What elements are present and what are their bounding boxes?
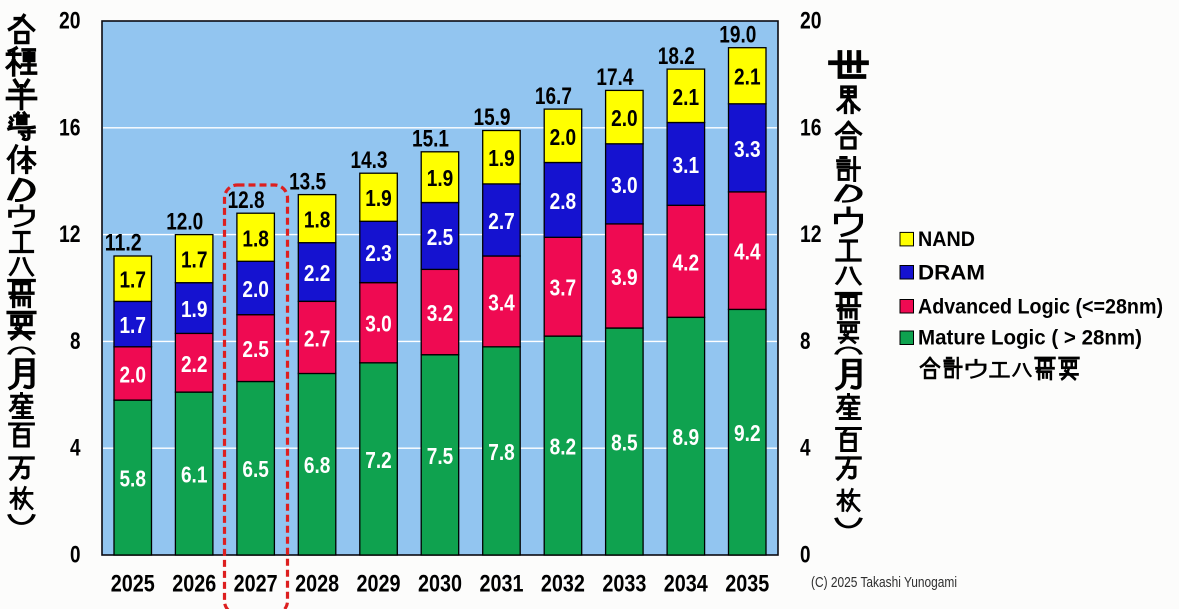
svg-text:12: 12 bbox=[800, 221, 822, 248]
svg-text:2.0: 2.0 bbox=[550, 124, 577, 150]
svg-text:2.0: 2.0 bbox=[242, 276, 269, 302]
svg-text:1.9: 1.9 bbox=[365, 185, 392, 211]
svg-text:3.7: 3.7 bbox=[550, 275, 577, 301]
svg-text:19.0: 19.0 bbox=[719, 21, 756, 48]
svg-text:8.5: 8.5 bbox=[611, 430, 638, 456]
svg-text:NAND: NAND bbox=[918, 228, 975, 251]
svg-text:1.7: 1.7 bbox=[119, 312, 146, 338]
svg-text:2.3: 2.3 bbox=[365, 240, 392, 266]
svg-text:20: 20 bbox=[800, 8, 822, 35]
svg-text:2031: 2031 bbox=[480, 571, 524, 598]
svg-text:1.9: 1.9 bbox=[427, 165, 454, 191]
svg-text:2.7: 2.7 bbox=[488, 208, 515, 234]
svg-text:2.0: 2.0 bbox=[119, 361, 146, 387]
svg-text:14.3: 14.3 bbox=[351, 147, 388, 174]
svg-text:8: 8 bbox=[70, 328, 81, 355]
svg-text:2026: 2026 bbox=[172, 571, 216, 598]
svg-text:4.4: 4.4 bbox=[734, 239, 761, 265]
svg-text:1.9: 1.9 bbox=[181, 296, 208, 322]
svg-text:13.5: 13.5 bbox=[289, 168, 326, 195]
svg-text:8.2: 8.2 bbox=[550, 434, 577, 460]
svg-text:2030: 2030 bbox=[418, 571, 462, 598]
svg-text:2.8: 2.8 bbox=[550, 188, 577, 214]
svg-text:2.1: 2.1 bbox=[734, 64, 761, 90]
svg-text:2028: 2028 bbox=[295, 571, 339, 598]
svg-text:3.0: 3.0 bbox=[365, 311, 392, 337]
svg-text:3.2: 3.2 bbox=[427, 300, 454, 326]
svg-text:4.2: 4.2 bbox=[673, 249, 700, 275]
svg-text:1.8: 1.8 bbox=[304, 207, 331, 233]
svg-text:0: 0 bbox=[800, 542, 811, 569]
svg-text:12: 12 bbox=[59, 221, 81, 248]
svg-text:15.9: 15.9 bbox=[474, 104, 511, 131]
svg-text:5.8: 5.8 bbox=[119, 466, 146, 492]
svg-text:1.9: 1.9 bbox=[488, 145, 515, 171]
svg-text:2027: 2027 bbox=[234, 571, 278, 598]
svg-text:6.8: 6.8 bbox=[304, 452, 331, 478]
svg-text:1.8: 1.8 bbox=[242, 225, 269, 251]
svg-text:4: 4 bbox=[800, 435, 811, 462]
svg-text:8: 8 bbox=[800, 328, 811, 355]
svg-text:Mature Logic ( > 28nm): Mature Logic ( > 28nm) bbox=[918, 327, 1142, 350]
svg-text:16.7: 16.7 bbox=[535, 83, 572, 110]
svg-text:8.9: 8.9 bbox=[673, 424, 700, 450]
svg-text:2.1: 2.1 bbox=[673, 84, 700, 110]
svg-text:16: 16 bbox=[800, 114, 822, 141]
svg-text:7.2: 7.2 bbox=[365, 447, 392, 473]
svg-text:2034: 2034 bbox=[664, 571, 709, 598]
svg-text:2.5: 2.5 bbox=[427, 224, 454, 250]
svg-text:0: 0 bbox=[70, 542, 81, 569]
svg-text:15.1: 15.1 bbox=[412, 126, 449, 153]
svg-text:3.0: 3.0 bbox=[611, 172, 638, 198]
svg-text:3.4: 3.4 bbox=[488, 289, 515, 315]
svg-text:20: 20 bbox=[59, 8, 81, 35]
svg-text:DRAM: DRAM bbox=[918, 261, 985, 284]
svg-text:18.2: 18.2 bbox=[658, 43, 695, 70]
svg-text:2.2: 2.2 bbox=[304, 260, 331, 286]
svg-text:Advanced Logic (<=28nm): Advanced Logic (<=28nm) bbox=[918, 295, 1163, 318]
svg-text:1.7: 1.7 bbox=[119, 267, 146, 293]
svg-text:2035: 2035 bbox=[725, 571, 769, 598]
svg-text:3.9: 3.9 bbox=[611, 264, 638, 290]
svg-text:2033: 2033 bbox=[602, 571, 646, 598]
svg-text:7.5: 7.5 bbox=[427, 443, 454, 469]
svg-text:4: 4 bbox=[70, 435, 81, 462]
svg-text:12.0: 12.0 bbox=[166, 208, 203, 235]
svg-text:6.1: 6.1 bbox=[181, 462, 208, 488]
svg-text:7.8: 7.8 bbox=[488, 439, 515, 465]
svg-text:2032: 2032 bbox=[541, 571, 585, 598]
svg-text:6.5: 6.5 bbox=[242, 456, 269, 482]
svg-text:12.8: 12.8 bbox=[228, 187, 265, 214]
svg-text:2.7: 2.7 bbox=[304, 325, 331, 351]
svg-text:17.4: 17.4 bbox=[596, 64, 634, 91]
svg-text:11.2: 11.2 bbox=[105, 230, 142, 257]
svg-text:3.1: 3.1 bbox=[673, 152, 700, 178]
svg-text:9.2: 9.2 bbox=[734, 420, 761, 446]
svg-text:2.2: 2.2 bbox=[181, 351, 208, 377]
svg-text:16: 16 bbox=[59, 114, 81, 141]
svg-text:2029: 2029 bbox=[357, 571, 401, 598]
svg-text:2.0: 2.0 bbox=[611, 105, 638, 131]
svg-text:1.7: 1.7 bbox=[181, 247, 208, 273]
svg-text:(C) 2025 Takashi Yunogami: (C) 2025 Takashi Yunogami bbox=[811, 574, 957, 591]
svg-text:3.3: 3.3 bbox=[734, 136, 761, 162]
svg-text:2025: 2025 bbox=[111, 571, 155, 598]
svg-text:2.5: 2.5 bbox=[242, 336, 269, 362]
